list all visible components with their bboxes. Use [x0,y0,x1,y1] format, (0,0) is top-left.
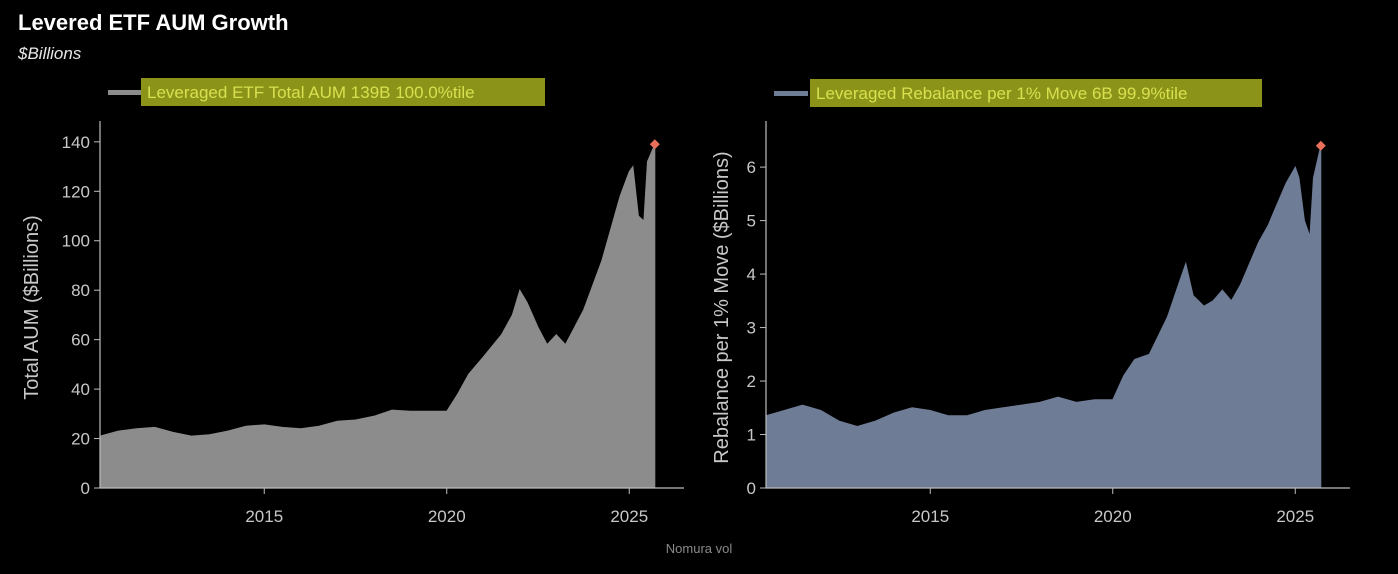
left-legend-box [141,78,545,106]
right-y-axis-label: Rebalance per 1% Move ($Billions) [711,151,733,463]
chart-title: Levered ETF AUM Growth [18,10,289,35]
right-y-tick-label: 0 [747,479,756,498]
right-x-tick-label: 2025 [1276,507,1314,526]
right-y-tick-label: 2 [747,372,756,391]
left-legend-swatch [108,90,142,95]
right-legend-box [810,79,1262,107]
left-y-tick-label: 20 [71,430,90,449]
right-latest-marker [1315,140,1326,151]
left-legend-label: Leveraged ETF Total AUM 139B 100.0%tile [147,83,475,102]
left-chart-panel: Leveraged ETF Total AUM 139B 100.0%tile 0… [21,78,684,526]
right-area-series [765,145,1322,489]
left-x-tick-label: 2025 [610,507,648,526]
left-y-tick-label: 60 [71,331,90,350]
right-legend-label: Leveraged Rebalance per 1% Move 6B 99.9%… [816,84,1187,103]
left-x-tick-label: 2020 [428,507,466,526]
right-x-tick-label: 2015 [911,507,949,526]
right-y-tick-label: 4 [747,265,756,284]
left-y-tick-label: 140 [62,133,90,152]
left-latest-marker [649,139,660,150]
right-y-tick-label: 6 [747,158,756,177]
left-y-tick-label: 100 [62,232,90,251]
right-y-tick-label: 1 [747,426,756,445]
left-y-tick-label: 0 [81,479,90,498]
left-x-tick-label: 2015 [245,507,283,526]
left-y-tick-label: 120 [62,182,90,201]
right-chart-panel: Leveraged Rebalance per 1% Move 6B 99.9%… [711,79,1350,526]
right-y-tick-label: 5 [747,212,756,231]
source-note: Nomura vol [665,541,733,556]
left-area-series [99,144,656,489]
right-x-tick-label: 2020 [1094,507,1132,526]
left-y-tick-label: 40 [71,380,90,399]
left-y-tick-label: 80 [71,281,90,300]
left-y-axis-label: Total AUM ($Billions) [21,215,43,400]
right-y-tick-label: 3 [747,319,756,338]
right-legend-swatch [774,91,808,96]
chart-subtitle: $Billions [18,44,82,63]
